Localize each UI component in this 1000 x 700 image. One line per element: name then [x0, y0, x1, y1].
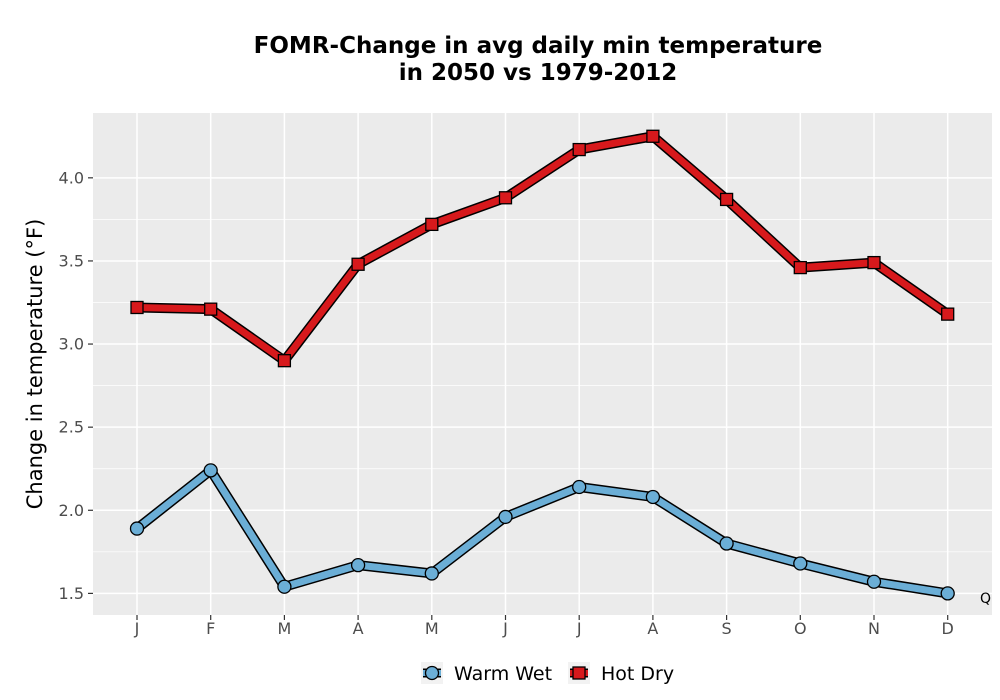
- x-tick-label: M: [425, 619, 439, 638]
- legend: Warm Wet Hot Dry: [421, 662, 674, 685]
- y-axis: 1.5 2.0 2.5 3.0 3.5 4.0: [59, 168, 93, 603]
- x-tick-label: A: [647, 619, 658, 638]
- y-tick-label: 3.5: [59, 251, 84, 270]
- y-tick-label: 2.0: [59, 501, 84, 520]
- series-warm-wet: [129, 463, 955, 601]
- data-point: [425, 217, 439, 232]
- x-tick-label: S: [722, 619, 732, 638]
- data-point: [424, 566, 439, 581]
- data-point: [498, 509, 513, 525]
- x-tick-label: D: [942, 619, 954, 638]
- data-point: [719, 536, 734, 551]
- legend-item-hot-dry: Hot Dry: [568, 662, 674, 685]
- x-tick-label: N: [868, 619, 880, 638]
- legend-label: Hot Dry: [601, 663, 674, 685]
- data-point: [277, 579, 292, 594]
- x-tick-label: J: [134, 619, 140, 638]
- y-tick-label: 2.5: [59, 418, 84, 437]
- series-layer: [129, 129, 955, 601]
- x-tick-label: M: [277, 619, 291, 638]
- data-point: [793, 260, 807, 275]
- data-point: [204, 302, 218, 316]
- data-point: [940, 586, 955, 601]
- x-tick-label: J: [502, 619, 508, 638]
- x-tick-label: O: [794, 619, 807, 638]
- series-line: [133, 466, 952, 597]
- series-line: [133, 132, 952, 365]
- data-point: [793, 556, 808, 571]
- data-point: [941, 307, 955, 321]
- data-point: [572, 142, 586, 157]
- data-point: [645, 489, 661, 505]
- legend-label: Warm Wet: [454, 663, 552, 685]
- y-tick-label: 3.0: [59, 335, 84, 354]
- data-point: [351, 257, 365, 271]
- data-point: [203, 463, 218, 478]
- data-point: [866, 574, 882, 589]
- legend-key-marker: [572, 666, 586, 680]
- chart-title-line-1: FOMR-Change in avg daily min temperature: [254, 33, 823, 59]
- y-tick-label: 4.0: [59, 168, 84, 187]
- data-point: [572, 479, 587, 495]
- x-tick-label: F: [206, 619, 215, 638]
- series-hot-dry: [130, 129, 955, 368]
- data-point: [719, 192, 734, 207]
- data-point: [646, 129, 660, 143]
- data-point: [277, 354, 292, 368]
- data-point: [130, 300, 144, 315]
- y-axis-label: Change in temperature (°F): [23, 219, 47, 510]
- plot-panel: [93, 113, 992, 615]
- y-tick-label: 1.5: [59, 584, 84, 603]
- data-point: [498, 191, 513, 205]
- chart-title-line-2: in 2050 vs 1979-2012: [399, 60, 678, 86]
- x-tick-label: J: [576, 619, 582, 638]
- x-tick-label: A: [353, 619, 364, 638]
- legend-key-marker: [424, 665, 440, 681]
- data-point: [129, 521, 145, 536]
- legend-item-warm-wet: Warm Wet: [421, 662, 552, 685]
- annotation-q: Q: [980, 591, 991, 607]
- data-point: [350, 557, 366, 573]
- data-point: [867, 255, 881, 270]
